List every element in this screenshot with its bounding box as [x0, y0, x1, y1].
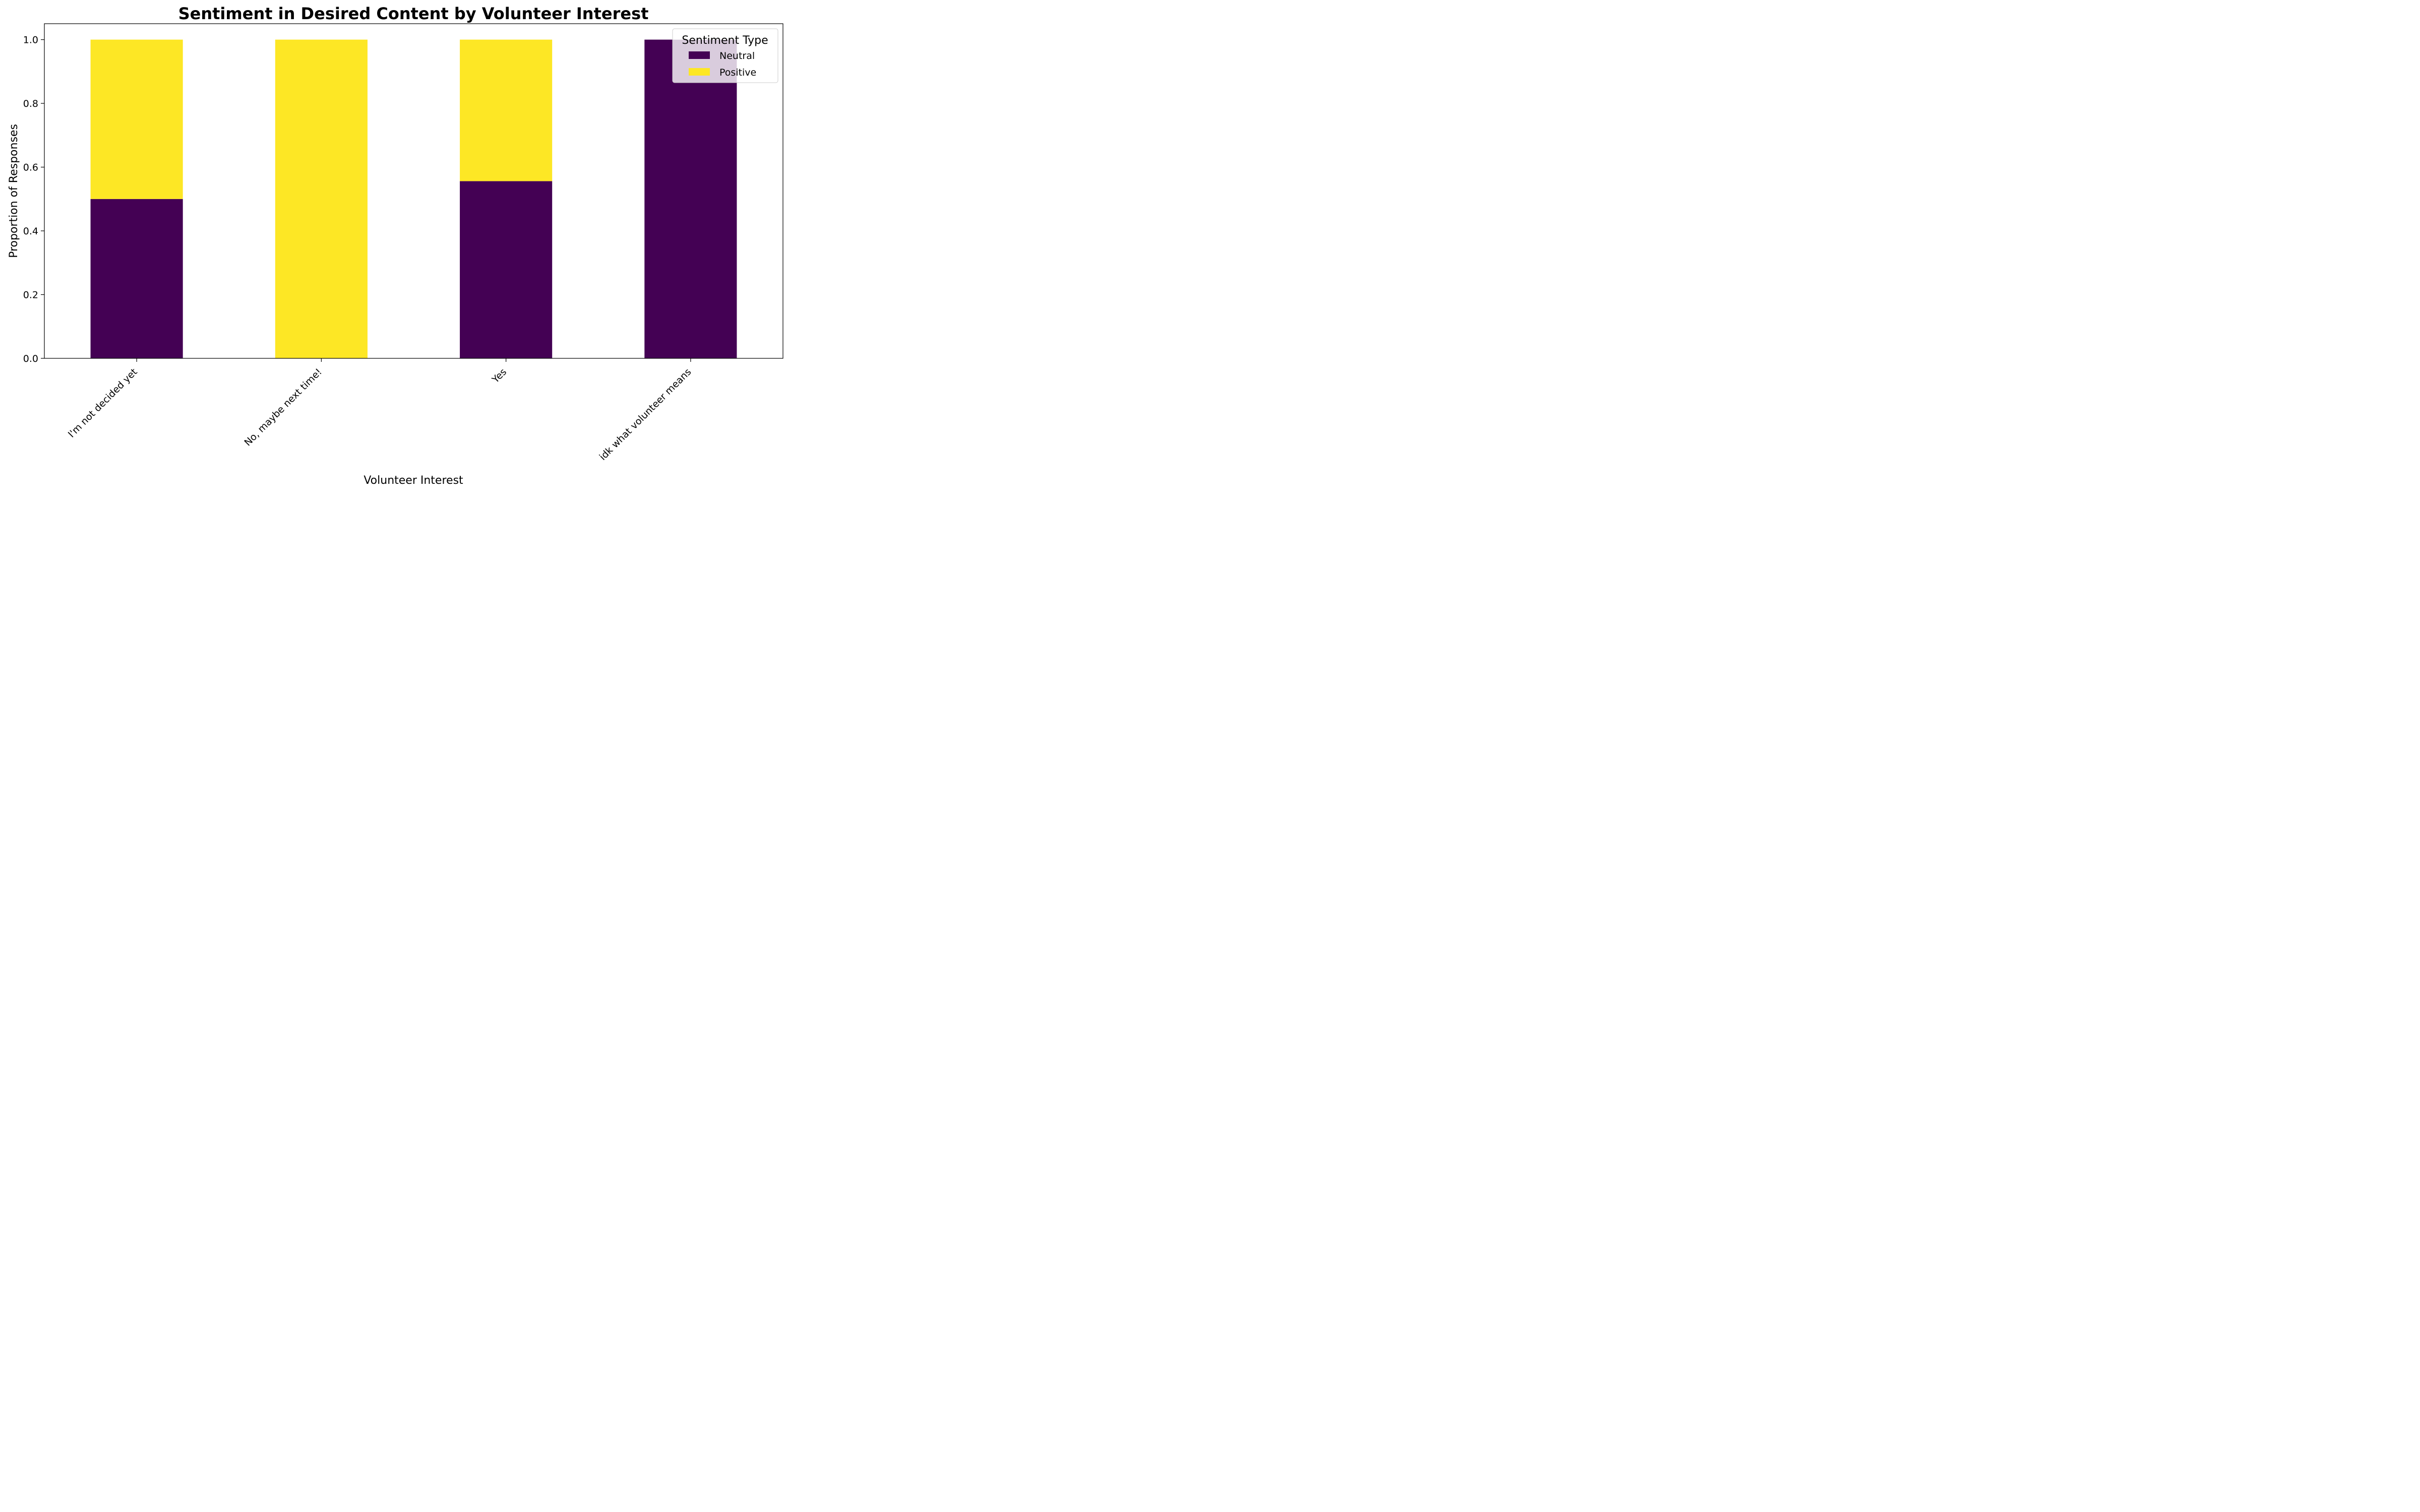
bar-positive-1: [275, 39, 368, 359]
y-tick-label: 0.8: [23, 98, 38, 109]
y-tick-label: 0.2: [23, 290, 38, 301]
legend-items: Neutral Positive: [689, 50, 756, 78]
x-tick-label: Yes: [490, 366, 509, 386]
bar-neutral-2: [460, 181, 553, 358]
y-tick-label: 1.0: [23, 35, 38, 46]
y-tick-label: 0.6: [23, 162, 38, 173]
x-axis: I'm not decided yet No, maybe next time! Y…: [66, 358, 694, 463]
bar-positive-0: [90, 39, 183, 199]
bar-neutral-0: [90, 199, 183, 358]
legend-title: Sentiment Type: [682, 34, 768, 47]
x-tick-label: idk what volunteer means: [597, 366, 694, 463]
bars-group: [90, 39, 737, 359]
x-tick-label: No, maybe next time!: [242, 366, 324, 448]
bar-neutral-3: [644, 39, 737, 359]
legend-label-neutral: Neutral: [719, 50, 755, 61]
legend-swatch-positive: [689, 68, 710, 76]
x-tick-label: I'm not decided yet: [66, 366, 140, 440]
plot-frame: [44, 23, 783, 359]
x-axis-label: Volunteer Interest: [364, 474, 463, 487]
y-axis-label: Proportion of Responses: [8, 124, 20, 258]
chart: Sentiment in Desired Content by Voluntee…: [8, 4, 783, 487]
y-tick-label: 0.4: [23, 226, 38, 237]
y-axis: 0.0 0.2 0.4 0.6 0.8 1.0: [23, 35, 44, 364]
legend-swatch-neutral: [689, 51, 710, 59]
y-tick-label: 0.0: [23, 353, 38, 364]
legend-label-positive: Positive: [719, 67, 756, 78]
chart-title: Sentiment in Desired Content by Voluntee…: [178, 4, 649, 23]
bar-positive-2: [460, 39, 553, 181]
legend: Sentiment Type Neutral Positive: [672, 28, 778, 83]
